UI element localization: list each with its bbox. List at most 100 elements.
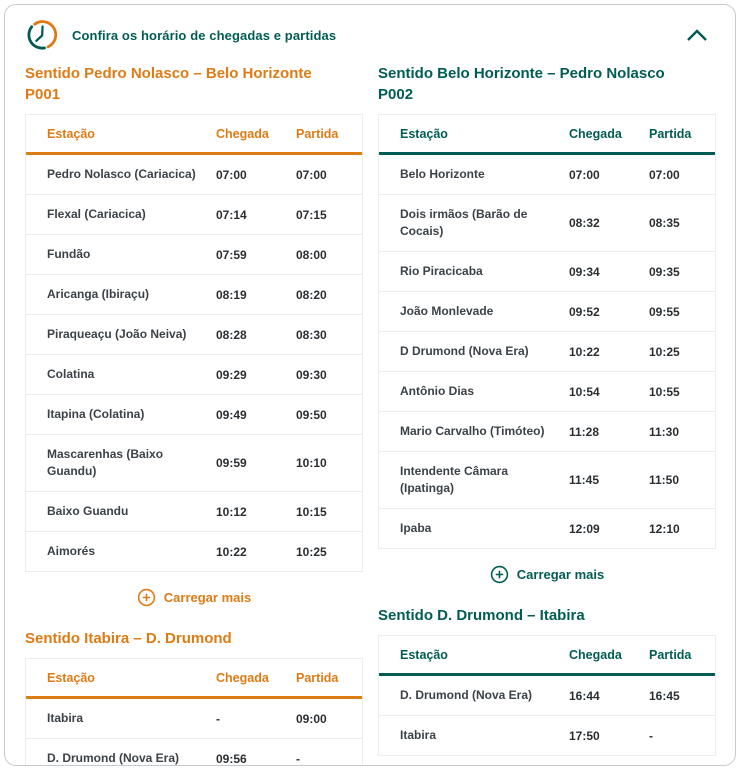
arrival-cell: 11:45	[569, 473, 600, 487]
station-cell: D. Drumond (Nova Era)	[47, 751, 180, 765]
section-title: Sentido Belo Horizonte – Pedro Nolasco P0…	[378, 63, 716, 105]
arrival-cell: 07:59	[216, 247, 247, 262]
arrival-cell: 08:32	[569, 216, 600, 230]
arrival-cell: 08:28	[216, 327, 247, 342]
table-row: Aricanga (Ibiraçu) 08:19 08:20	[26, 274, 362, 314]
load-more-button[interactable]: Carregar mais	[484, 564, 610, 585]
section-p001: Sentido Pedro Nolasco – Belo Horizonte P0…	[25, 63, 363, 612]
table-header-row: Estação Chegada Partida	[379, 636, 715, 676]
load-more-container: Carregar mais	[378, 564, 716, 589]
table-header-row: Estação Chegada Partida	[26, 115, 362, 155]
station-cell: Mario Carvalho (Timóteo)	[400, 424, 545, 438]
arrival-cell: 09:29	[216, 367, 247, 382]
departure-cell: 11:30	[649, 424, 680, 439]
arrival-cell: 09:49	[216, 407, 247, 422]
table-row: João Monlevade 09:52 09:55	[379, 291, 715, 331]
station-cell: D Drumond (Nova Era)	[400, 344, 529, 358]
station-cell: Dois irmãos (Barão de Cocais)	[400, 207, 528, 238]
section-itabira-ddrumond: Sentido Itabira – D. Drumond Estação Chega…	[25, 628, 363, 766]
section-title: Sentido D. Drumond – Itabira	[378, 605, 716, 626]
departure-cell: 07:00	[649, 167, 680, 182]
table-header-row: Estação Chegada Partida	[26, 659, 362, 699]
schedule-table: Estação Chegada Partida Itabira - 09:00 D. Dru…	[25, 658, 363, 766]
section-title: Sentido Pedro Nolasco – Belo Horizonte P0…	[25, 63, 363, 105]
schedule-columns: Sentido Pedro Nolasco – Belo Horizonte P0…	[25, 53, 716, 766]
panel-header: Confira os horário de chegadas e partida…	[25, 17, 716, 53]
arrival-cell: 09:59	[216, 456, 247, 470]
arrival-cell: 09:56	[216, 751, 247, 766]
departure-cell: -	[296, 751, 300, 766]
departure-cell: 09:55	[649, 304, 680, 319]
table-row: D. Drumond (Nova Era) 09:56 -	[26, 738, 362, 766]
load-more-button[interactable]: Carregar mais	[131, 587, 257, 608]
table-row: Itabira 17:50 -	[379, 715, 715, 755]
table-row: Ipaba 12:09 12:10	[379, 508, 715, 548]
departure-cell: 10:15	[296, 504, 327, 519]
column-header-arrival: Chegada	[216, 671, 269, 685]
departure-cell: 08:35	[649, 216, 680, 230]
departure-cell: 09:50	[296, 407, 327, 422]
station-cell: Itabira	[47, 711, 84, 725]
panel-title: Confira os horário de chegadas e partida…	[72, 27, 337, 43]
section-title: Sentido Itabira – D. Drumond	[25, 628, 363, 649]
table-row: Baixo Guandu 10:12 10:15	[26, 491, 362, 531]
station-cell: Flexal (Cariacica)	[47, 207, 146, 221]
arrival-cell: 07:00	[216, 167, 247, 182]
section-ddrumond-itabira: Sentido D. Drumond – Itabira Estação Chega…	[378, 605, 716, 756]
table-row: Mascarenhas (Baixo Guandu) 09:59 10:10	[26, 434, 362, 491]
load-more-label: Carregar mais	[163, 590, 252, 605]
table-row: Colatina 09:29 09:30	[26, 354, 362, 394]
arrival-cell: 09:52	[569, 304, 600, 319]
table-row: Rio Piracicaba 09:34 09:35	[379, 251, 715, 291]
table-row: Intendente Câmara (Ipatinga) 11:45 11:50	[379, 451, 715, 508]
schedule-card: Confira os horário de chegadas e partida…	[4, 4, 736, 766]
station-cell: Itabira	[400, 728, 437, 742]
section-p002: Sentido Belo Horizonte – Pedro Nolasco P0…	[378, 63, 716, 589]
section-title-text: Sentido Pedro Nolasco – Belo Horizonte	[25, 65, 312, 82]
column-header-station: Estação	[400, 127, 448, 141]
schedule-table: Estação Chegada Partida D. Drumond (Nova Er…	[378, 635, 716, 756]
arrival-cell: 12:09	[569, 521, 600, 536]
column-header-arrival: Chegada	[569, 648, 622, 662]
departure-cell: 10:25	[649, 344, 680, 359]
table-row: Itabira - 09:00	[26, 699, 362, 738]
station-cell: Rio Piracicaba	[400, 264, 483, 278]
table-row: Pedro Nolasco (Cariacica) 07:00 07:00	[26, 155, 362, 194]
departure-cell: 07:15	[296, 207, 327, 222]
station-cell: Piraqueaçu (João Neiva)	[47, 327, 187, 341]
chevron-up-icon	[687, 29, 707, 41]
arrival-cell: -	[216, 711, 220, 726]
table-header-row: Estação Chegada Partida	[379, 115, 715, 155]
departure-cell: 09:35	[649, 264, 680, 279]
station-cell: Intendente Câmara (Ipatinga)	[400, 464, 509, 495]
column-header-arrival: Chegada	[216, 127, 269, 141]
departure-cell: 10:55	[649, 384, 680, 399]
station-cell: João Monlevade	[400, 304, 494, 318]
table-row: Piraqueaçu (João Neiva) 08:28 08:30	[26, 314, 362, 354]
departure-cell: 07:00	[296, 167, 327, 182]
arrival-cell: 16:44	[569, 688, 600, 703]
plus-icon	[137, 588, 155, 607]
departure-cell: 10:25	[296, 544, 327, 559]
station-cell: Belo Horizonte	[400, 167, 485, 181]
arrival-cell: 17:50	[569, 728, 600, 743]
station-cell: D. Drumond (Nova Era)	[400, 688, 533, 702]
clock-icon	[27, 20, 58, 50]
arrival-cell: 11:28	[569, 424, 600, 439]
section-title-text: Sentido D. Drumond – Itabira	[378, 607, 585, 624]
section-title-text: Sentido Itabira – D. Drumond	[25, 630, 232, 647]
departure-cell: 08:20	[296, 287, 327, 302]
section-subtitle: P001	[25, 86, 61, 103]
table-row: D. Drumond (Nova Era) 16:44 16:45	[379, 676, 715, 715]
section-subtitle: P002	[378, 86, 414, 103]
left-column: Sentido Pedro Nolasco – Belo Horizonte P0…	[25, 53, 363, 766]
table-row: Itapina (Colatina) 09:49 09:50	[26, 394, 362, 434]
table-row: D Drumond (Nova Era) 10:22 10:25	[379, 331, 715, 371]
table-row: Aimorés 10:22 10:25	[26, 531, 362, 571]
station-cell: Antônio Dias	[400, 384, 474, 398]
departure-cell: 09:30	[296, 367, 327, 382]
column-header-station: Estação	[47, 671, 95, 685]
departure-cell: 08:00	[296, 247, 327, 262]
table-row: Mario Carvalho (Timóteo) 11:28 11:30	[379, 411, 715, 451]
collapse-button[interactable]	[678, 24, 716, 46]
